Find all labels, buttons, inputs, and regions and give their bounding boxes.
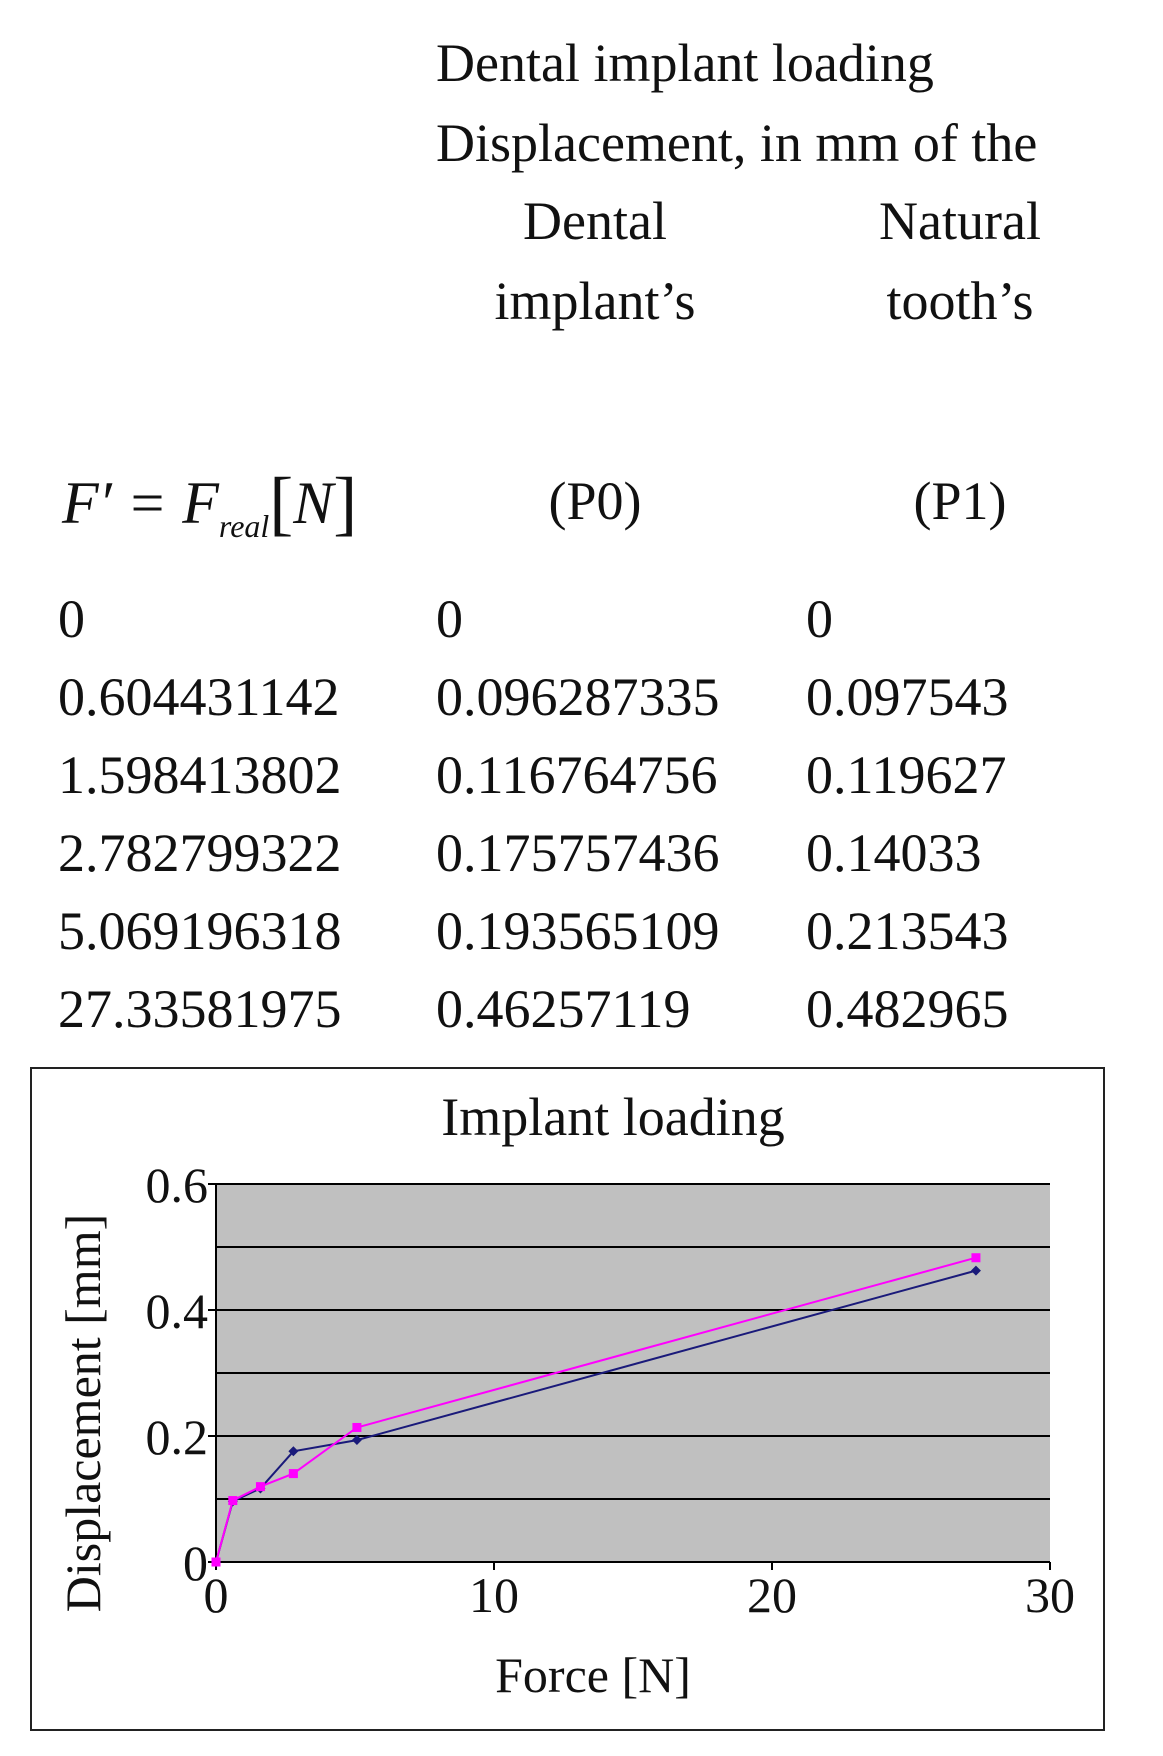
chart-title: Implant loading [441,1087,784,1147]
force-cell: 2.782799322 [58,823,342,883]
series-line-2 [215,1256,977,1563]
data-point [970,1265,981,1276]
implant-cell: 0.46257119 [436,979,691,1039]
formula-lhs: F′ = F [62,470,219,536]
force-cell: 0 [58,589,85,649]
formula-unit: N [293,470,334,536]
chart-frame: 0 0.2 0.4 0.6 0 10 20 30 Implant loading Force … [30,1067,1105,1731]
x-axis-label: Force [N] [495,1647,691,1703]
force-formula: F′ = Freal[N] [62,458,358,544]
force-cell: 5.069196318 [58,901,342,961]
col1-header-line2: implant’s [494,271,696,331]
tooth-cell: 0.097543 [806,667,1009,727]
data-point [288,1446,299,1457]
x-tick-label: 10 [469,1567,519,1623]
tooth-cell: 0.14033 [806,823,982,883]
data-point [228,1496,238,1506]
implant-cell: 0.116764756 [436,745,718,805]
tooth-cell: 0.213543 [806,901,1009,961]
series-layer [211,1253,981,1567]
data-point [351,1435,362,1446]
col2-header-line2: tooth’s [886,271,1034,331]
y-axis-label: Displacement [mm] [55,1214,111,1613]
force-cell: 27.33581975 [58,979,342,1039]
formula-subscript: real [218,508,270,544]
force-cell: 1.598413802 [58,745,342,805]
implant-cell: 0.175757436 [436,823,720,883]
tooth-cell: 0.482965 [806,979,1009,1039]
formula-bracket-open: [ [269,463,294,543]
gridlines [216,1183,1050,1500]
data-point [352,1422,362,1432]
data-point [971,1253,981,1263]
tooth-cell: 0 [806,589,833,649]
col1-header-line1: Dental [523,191,667,251]
y-tick-label: 0.6 [146,1157,209,1213]
data-point [211,1557,221,1567]
y-tick-label: 0.4 [146,1283,209,1339]
table-title: Dental implant loading [436,33,934,93]
tooth-cell: 0.119627 [806,745,1007,805]
data-point [255,1482,265,1492]
implant-cell: 0 [436,589,463,649]
implant-cell: 0.193565109 [436,901,720,961]
col1-code: (P0) [548,471,642,531]
y-tick-label: 0 [183,1535,208,1591]
x-tick-label: 30 [1025,1567,1075,1623]
formula-bracket-close: ] [333,463,358,543]
force-cell: 0.604431142 [58,667,340,727]
col2-header-line1: Natural [879,191,1041,251]
x-tick-label: 0 [204,1567,229,1623]
table-subtitle: Displacement, in mm of the [436,113,1038,173]
col2-code: (P1) [913,471,1007,531]
data-point [288,1469,298,1479]
axes: 0 0.2 0.4 0.6 0 10 20 30 [146,1157,1076,1623]
y-tick-label: 0.2 [146,1409,209,1465]
x-tick-label: 20 [747,1567,797,1623]
implant-cell: 0.096287335 [436,667,720,727]
chart-svg: 0 0.2 0.4 0.6 0 10 20 30 Implant loading Force … [55,1087,1076,1703]
